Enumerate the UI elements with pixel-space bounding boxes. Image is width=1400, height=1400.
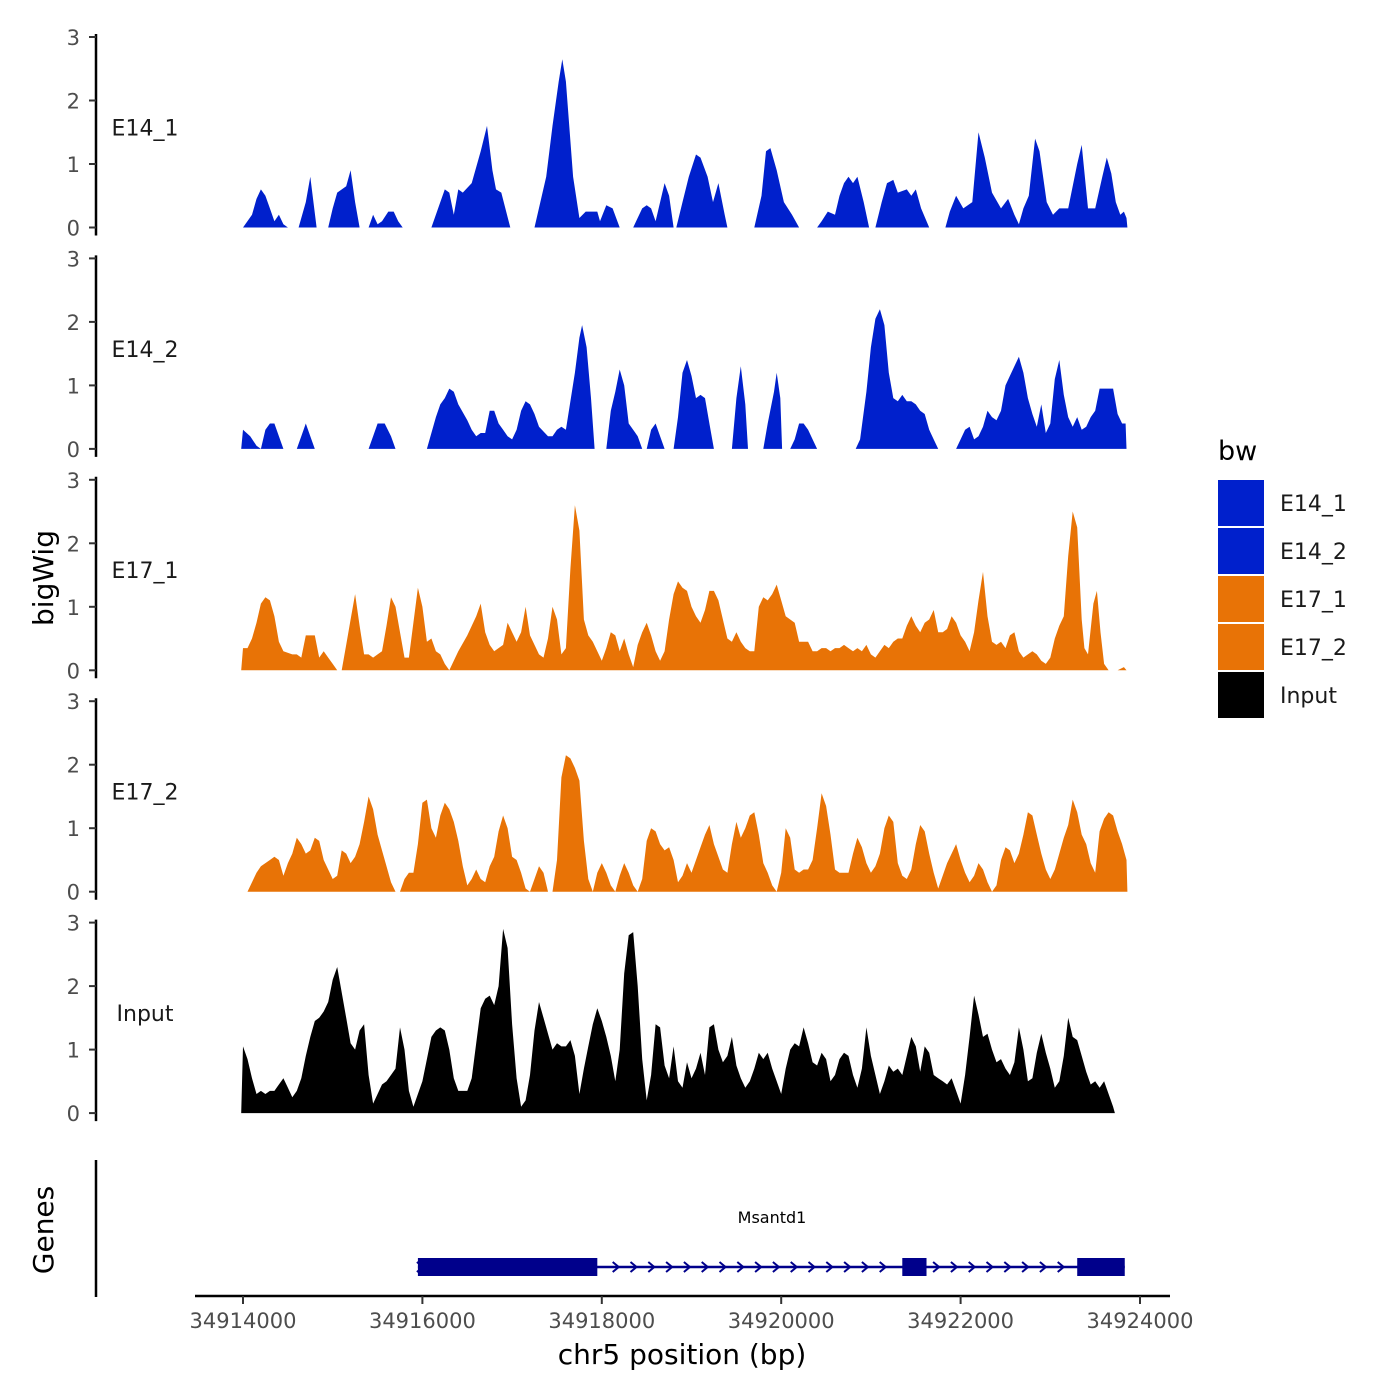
legend-item-E17_2: E17_2 — [1218, 624, 1347, 670]
strand-arrow — [612, 1261, 621, 1273]
track-label: Input — [117, 1002, 174, 1027]
x-axis: 34914000 34916000 34918000 34920000 34922000… — [190, 1294, 1194, 1333]
y-tick-label: 1 — [67, 153, 80, 177]
y-tick-label: 1 — [67, 1039, 80, 1063]
exon — [902, 1258, 927, 1276]
y-tick-label: 2 — [67, 311, 80, 335]
genes-axis-title: Genes — [27, 1186, 60, 1274]
legend-swatch — [1218, 528, 1264, 574]
strand-arrow — [843, 1261, 852, 1273]
coverage-tracks: 0 1 2 3 E14_1 0 1 2 3 E14_2 0 1 2 3 E17_1 0 1 2 3 E17_2 0 1 2 3… — [67, 26, 1128, 1126]
track-E14_2: 0 1 2 3 E14_2 — [67, 247, 1127, 462]
y-tick-label: 2 — [67, 754, 80, 778]
strand-arrow — [772, 1261, 781, 1273]
y-tick-label: 2 — [67, 90, 80, 114]
strand-arrow — [701, 1261, 710, 1273]
track-label: E17_1 — [112, 559, 179, 584]
strand-arrow — [1003, 1261, 1012, 1273]
gene-name-label: Msantd1 — [738, 1208, 807, 1227]
strand-arrow — [629, 1261, 639, 1273]
strand-arrow — [736, 1261, 745, 1273]
y-tick-label: 1 — [67, 817, 80, 841]
legend-item-E14_2: E14_2 — [1218, 528, 1347, 574]
strand-arrow — [1057, 1261, 1066, 1273]
legend-label: E14_2 — [1280, 540, 1347, 565]
track-E17_1: 0 1 2 3 E17_1 — [67, 469, 1127, 683]
strand-arrow — [861, 1261, 870, 1273]
track-E17_2: 0 1 2 3 E17_2 — [67, 690, 1128, 905]
strand-arrow — [1021, 1261, 1030, 1273]
legend-label: E17_2 — [1280, 636, 1347, 661]
x-tick-label: 34922000 — [907, 1309, 1014, 1333]
strand-arrow — [790, 1261, 799, 1273]
strand-arrow — [1039, 1261, 1048, 1273]
y-tick-label: 0 — [67, 659, 80, 683]
y-tick-label: 3 — [67, 247, 80, 271]
coverage-area — [247, 755, 1128, 892]
track-Input: 0 1 2 3 Input — [67, 912, 1115, 1126]
y-axis-title: bigWig — [27, 530, 60, 626]
x-tick-label: 34916000 — [369, 1309, 476, 1333]
strand-arrow — [718, 1261, 728, 1273]
y-tick-label: 3 — [67, 26, 80, 50]
y-tick-label: 2 — [67, 975, 80, 999]
legend-swatch — [1218, 672, 1264, 718]
track-label: E14_2 — [112, 338, 179, 363]
x-axis-title: chr5 position (bp) — [558, 1338, 807, 1371]
y-tick-label: 3 — [67, 912, 80, 936]
strand-arrow — [683, 1261, 692, 1273]
legend-label: E17_1 — [1280, 588, 1347, 613]
legend-swatch — [1218, 480, 1264, 526]
legend: bw E14_1 E14_2 E17_1 E17_2 Input — [1218, 436, 1347, 718]
strand-arrow — [754, 1261, 763, 1273]
track-E14_1: 0 1 2 3 E14_1 — [67, 26, 1128, 241]
strand-arrow — [879, 1261, 888, 1273]
y-tick-label: 3 — [67, 469, 80, 493]
gene-Msantd1: Msantd1 — [416, 1208, 1125, 1276]
strand-arrow — [647, 1261, 656, 1273]
exon — [1077, 1258, 1125, 1276]
strand-arrow — [807, 1261, 817, 1273]
y-tick-label: 1 — [67, 596, 80, 620]
x-tick-label: 34924000 — [1087, 1309, 1194, 1333]
legend-label: Input — [1280, 684, 1337, 709]
coverage-area — [243, 59, 1128, 228]
legend-swatch — [1218, 576, 1264, 622]
strand-arrow — [950, 1261, 959, 1273]
strand-arrow — [665, 1261, 674, 1273]
exon — [417, 1258, 598, 1276]
strand-arrow — [985, 1261, 995, 1273]
coverage-area — [241, 505, 1127, 671]
x-tick-label: 34918000 — [548, 1309, 655, 1333]
y-tick-label: 0 — [67, 438, 80, 462]
y-tick-label: 1 — [67, 374, 80, 398]
x-tick-label: 34914000 — [190, 1309, 297, 1333]
legend-label: E14_1 — [1280, 492, 1347, 517]
strand-arrow — [825, 1261, 834, 1273]
strand-arrow — [932, 1261, 941, 1273]
y-tick-label: 0 — [67, 217, 80, 241]
x-tick-label: 34920000 — [728, 1309, 835, 1333]
legend-item-Input: Input — [1218, 672, 1337, 718]
track-label: E17_2 — [112, 781, 179, 806]
track-label: E14_1 — [112, 116, 179, 141]
legend-item-E14_1: E14_1 — [1218, 480, 1347, 526]
y-tick-label: 0 — [67, 1102, 80, 1126]
y-tick-label: 0 — [67, 881, 80, 905]
legend-title: bw — [1218, 436, 1257, 467]
legend-swatch — [1218, 624, 1264, 670]
y-tick-label: 2 — [67, 532, 80, 556]
coverage-area — [241, 309, 1127, 449]
y-tick-label: 3 — [67, 690, 80, 714]
legend-item-E17_1: E17_1 — [1218, 576, 1347, 622]
genes-panel: Msantd1 — [94, 1160, 1125, 1297]
coverage-area — [241, 928, 1115, 1114]
strand-arrow — [968, 1261, 977, 1273]
